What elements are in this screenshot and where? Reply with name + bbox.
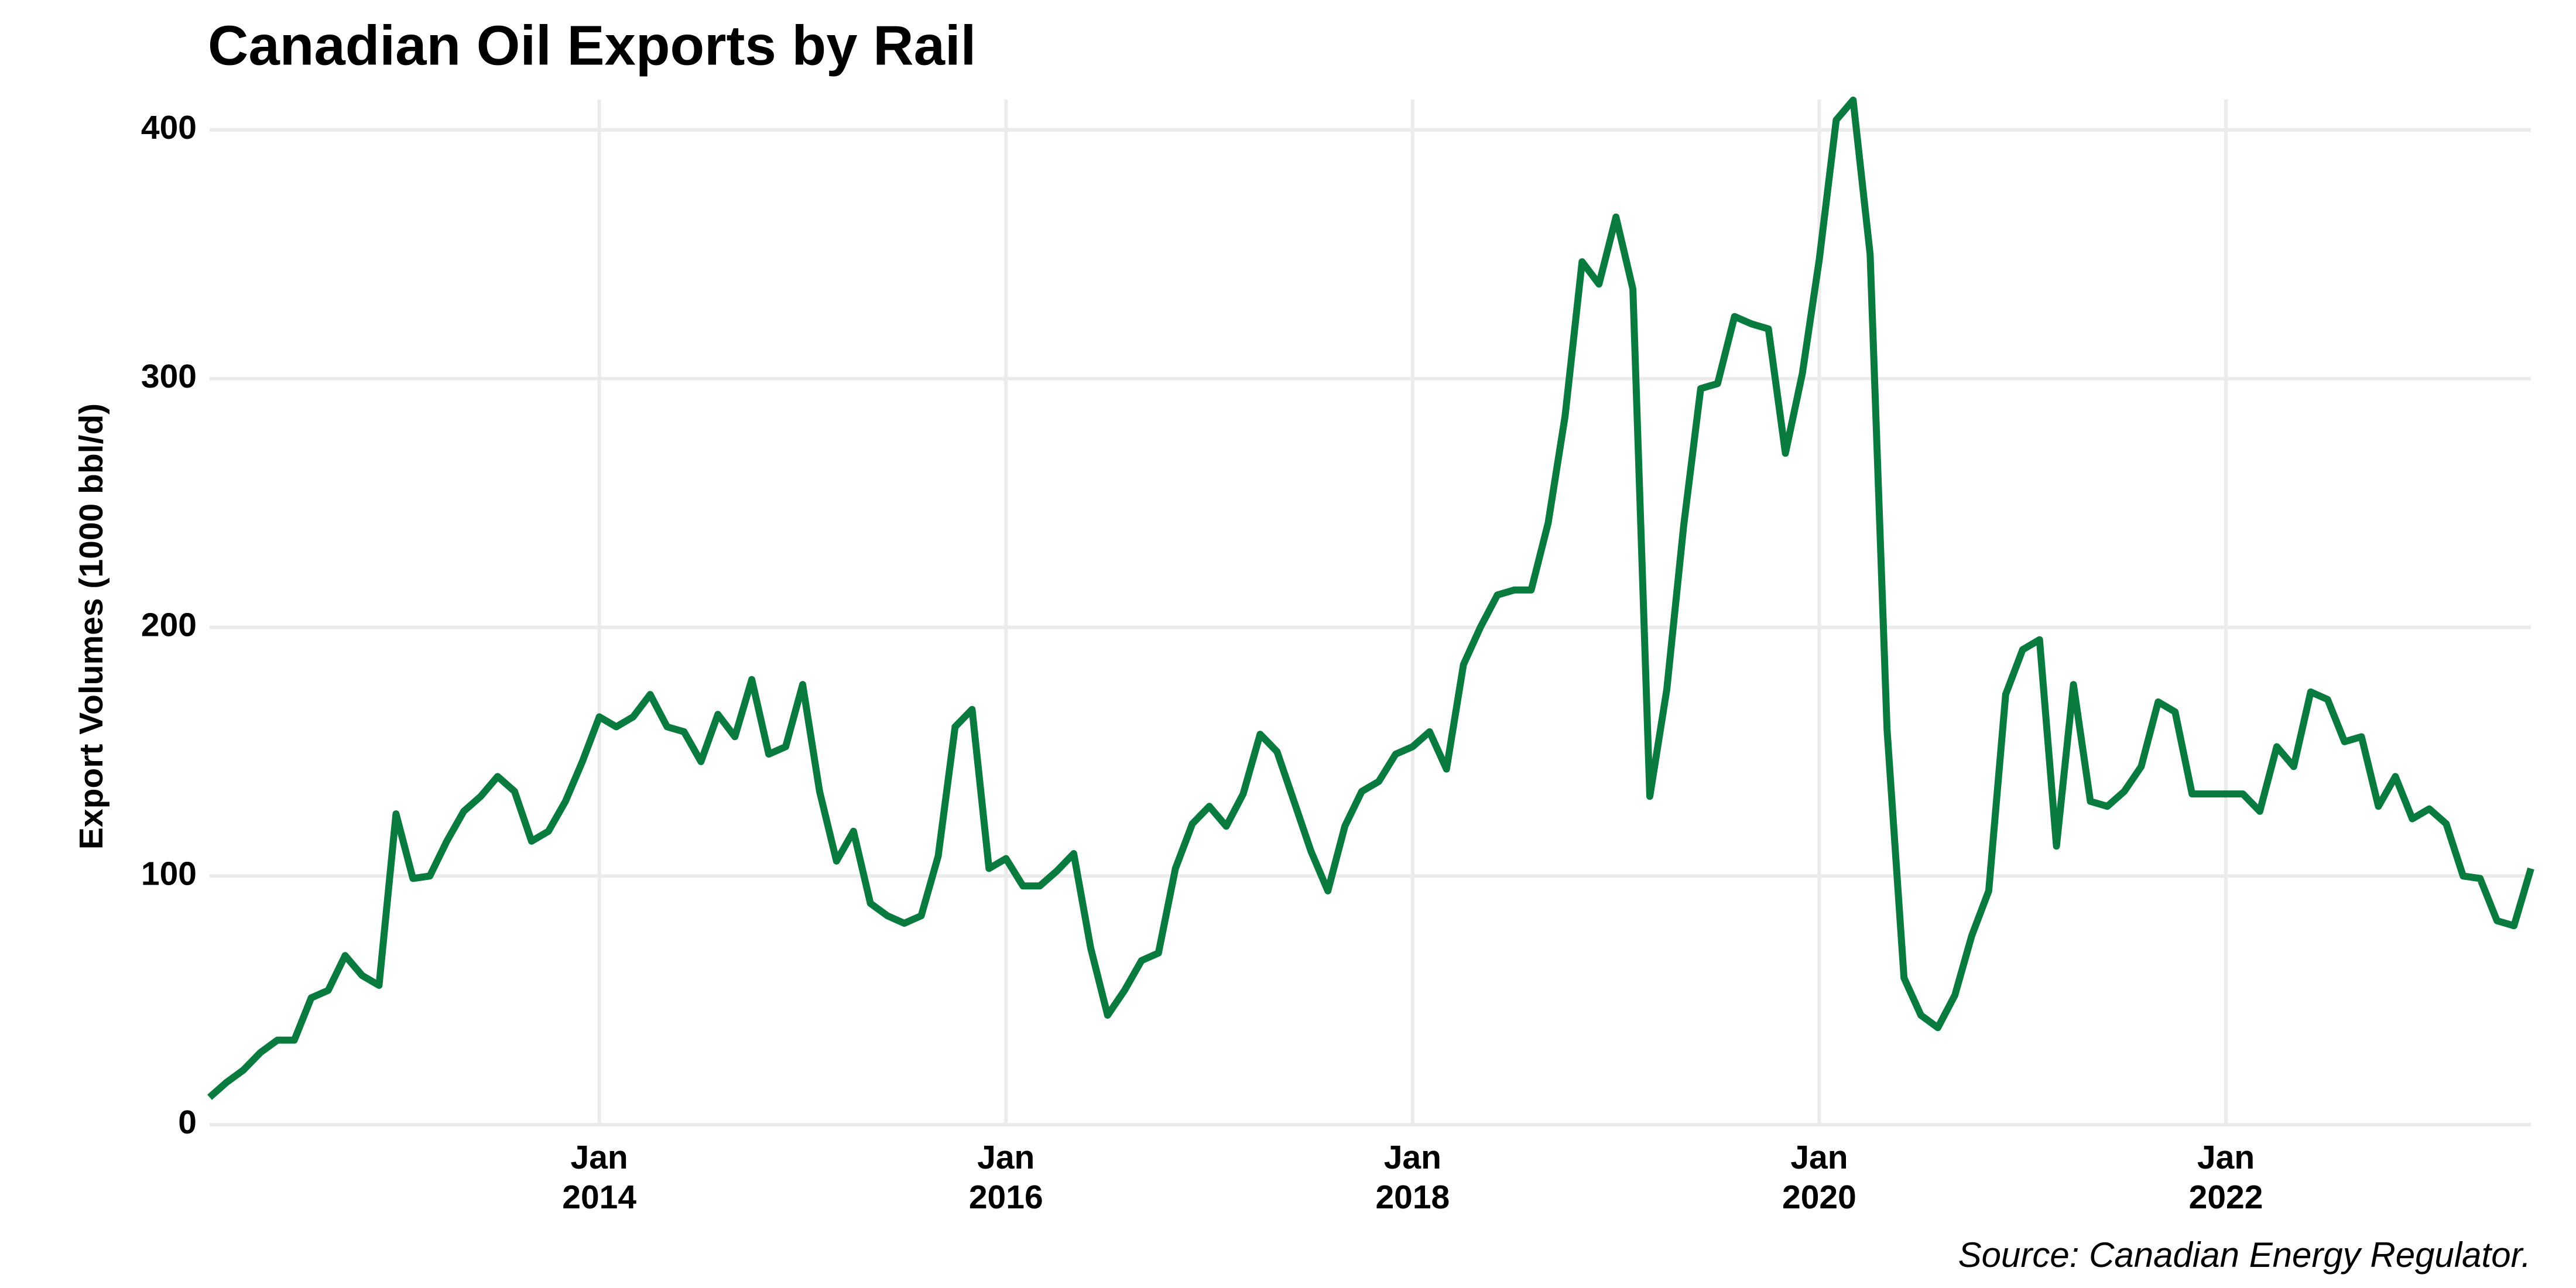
x-tick-label: Jan 2020 xyxy=(1782,1139,1856,1216)
x-tick-label: Jan 2022 xyxy=(2188,1139,2263,1216)
y-tick-label: 300 xyxy=(141,358,197,395)
y-tick-label: 400 xyxy=(141,109,197,146)
x-tick-label: Jan 2014 xyxy=(562,1139,637,1216)
y-tick-label: 0 xyxy=(178,1104,197,1141)
y-tick-label: 200 xyxy=(141,607,197,644)
data-line xyxy=(207,97,2534,1100)
x-tick-label: Jan 2018 xyxy=(1375,1139,1450,1216)
x-tick-label: Jan 2016 xyxy=(968,1139,1043,1216)
y-tick-label: 100 xyxy=(141,855,197,892)
y-axis-title: Export Volumes (1000 bbl/d) xyxy=(73,403,110,849)
source-note: Source: Canadian Energy Regulator. xyxy=(1958,1235,2531,1275)
chart-title: Canadian Oil Exports by Rail xyxy=(208,14,976,77)
